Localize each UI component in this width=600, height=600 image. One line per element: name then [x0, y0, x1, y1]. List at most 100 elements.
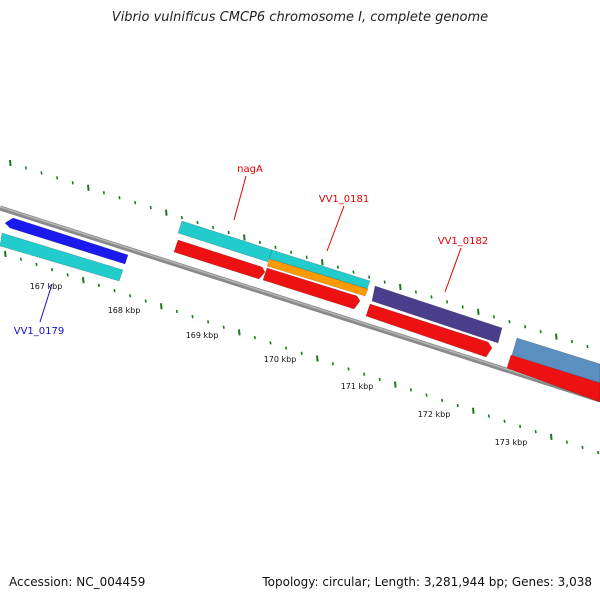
scale-tick-lower: [82, 277, 85, 284]
gene-red-4[interactable]: [506, 354, 600, 403]
scale-tick-upper: [56, 176, 59, 180]
scale-tick-lower: [409, 388, 412, 392]
scale-tick-lower: [347, 367, 350, 371]
scale-tick-upper: [305, 255, 308, 259]
nagA-leader: [233, 175, 247, 221]
gene-steel-forward[interactable]: [511, 337, 600, 384]
tick-label-167: 167 kbp: [30, 282, 63, 291]
scale-tick-lower: [441, 398, 444, 402]
scale-tick-lower: [565, 440, 568, 444]
scale-tick-upper: [352, 270, 355, 274]
scale-tick-lower: [487, 414, 490, 418]
scale-tick-upper: [570, 339, 573, 344]
scale-tick-lower: [425, 393, 428, 397]
gene-VV1-0179[interactable]: [0, 232, 124, 282]
scale-tick-lower: [129, 294, 132, 298]
scale-tick-lower: [253, 335, 256, 340]
scale-tick-lower: [207, 320, 210, 324]
gene-label-VV1-0181: VV1_0181: [319, 194, 370, 205]
scale-tick-lower: [160, 303, 163, 310]
scale-tick-upper: [165, 209, 168, 216]
scale-tick-lower: [175, 309, 178, 314]
scale-tick-lower: [581, 445, 584, 450]
scale-tick-upper: [524, 325, 527, 329]
gene-red-2[interactable]: [262, 267, 361, 310]
chromosome-backbone-highlight: [0, 206, 600, 400]
tick-label-169: 169 kbp: [186, 331, 219, 340]
scale-tick-upper: [383, 280, 386, 284]
gene-red-3[interactable]: [365, 303, 493, 358]
scale-tick-lower: [394, 381, 397, 388]
scale-tick-lower: [472, 407, 475, 414]
lower-scale-dots: [4, 250, 600, 455]
vv1-0182-leader: [444, 247, 462, 293]
scale-tick-lower: [503, 419, 506, 423]
accession-text: Accession: NC_004459: [9, 575, 146, 589]
gene-label-VV1-0182: VV1_0182: [438, 236, 489, 247]
scale-tick-lower: [597, 450, 600, 455]
map-title: Vibrio vulnificus CMCP6 chromosome I, co…: [111, 10, 489, 25]
scale-tick-lower: [222, 325, 225, 329]
scale-tick-upper: [508, 320, 511, 324]
scale-tick-lower: [300, 351, 303, 355]
scale-tick-upper: [586, 344, 589, 349]
scale-tick-upper: [336, 265, 339, 269]
scale-tick-upper: [477, 308, 480, 315]
scale-tick-upper: [180, 215, 183, 220]
scale-tick-upper: [40, 171, 43, 175]
gene-label-nagA: nagA: [237, 164, 263, 175]
tick-label-172: 172 kbp: [418, 410, 451, 419]
gene-VV1-0181[interactable]: [266, 258, 369, 297]
scale-tick-upper: [368, 275, 371, 279]
gene-label-VV1-0179: VV1_0179: [14, 326, 65, 337]
scale-tick-upper: [243, 234, 246, 241]
scale-tick-upper: [461, 305, 464, 309]
vv1-0179-leader: [39, 283, 53, 323]
scale-tick-upper: [274, 245, 277, 249]
scale-tick-upper: [399, 283, 402, 291]
scale-tick-upper: [71, 181, 74, 185]
scale-tick-lower: [456, 403, 459, 408]
scale-tick-upper: [24, 166, 27, 170]
scale-tick-upper: [134, 201, 137, 205]
scale-tick-lower: [4, 250, 7, 258]
scale-tick-upper: [9, 159, 12, 167]
scale-tick-lower: [534, 430, 537, 434]
scale-tick-lower: [238, 329, 241, 336]
scale-tick-lower: [144, 299, 147, 303]
topology-text: Topology: circular; Length: 3,281,944 bp…: [262, 575, 592, 589]
scale-tick-upper: [290, 250, 293, 254]
chromosome-backbone: [0, 205, 600, 403]
gene-VV1-0182[interactable]: [371, 285, 503, 344]
scale-tick-upper: [321, 259, 324, 266]
gene-blue-forward[interactable]: [4, 217, 129, 265]
scale-tick-lower: [51, 268, 54, 272]
tick-label-171: 171 kbp: [341, 382, 374, 391]
scale-tick-lower: [66, 273, 69, 277]
scale-tick-lower: [97, 283, 100, 288]
scale-tick-upper: [446, 300, 449, 304]
tick-label-173: 173 kbp: [495, 438, 528, 447]
scale-tick-upper: [196, 220, 199, 225]
scale-tick-upper: [555, 333, 558, 340]
scale-tick-upper: [149, 205, 152, 210]
scale-tick-lower: [35, 262, 38, 267]
scale-tick-lower: [363, 372, 366, 376]
scale-tick-lower: [378, 377, 381, 382]
gene-red-1[interactable]: [173, 239, 266, 280]
tick-label-168: 168 kbp: [108, 306, 141, 315]
scale-tick-lower: [519, 424, 522, 429]
scale-tick-upper: [414, 290, 417, 294]
scale-tick-upper: [227, 230, 230, 235]
scale-tick-lower: [331, 362, 334, 366]
scale-tick-upper: [118, 196, 121, 200]
tick-label-170: 170 kbp: [264, 355, 297, 364]
scale-tick-upper: [492, 315, 495, 319]
scale-tick-lower: [113, 288, 116, 293]
scale-tick-lower: [19, 257, 22, 261]
scale-tick-upper: [539, 330, 542, 334]
scale-tick-lower: [550, 433, 553, 441]
scale-tick-lower: [316, 355, 319, 362]
gene-nagA[interactable]: [177, 220, 273, 263]
